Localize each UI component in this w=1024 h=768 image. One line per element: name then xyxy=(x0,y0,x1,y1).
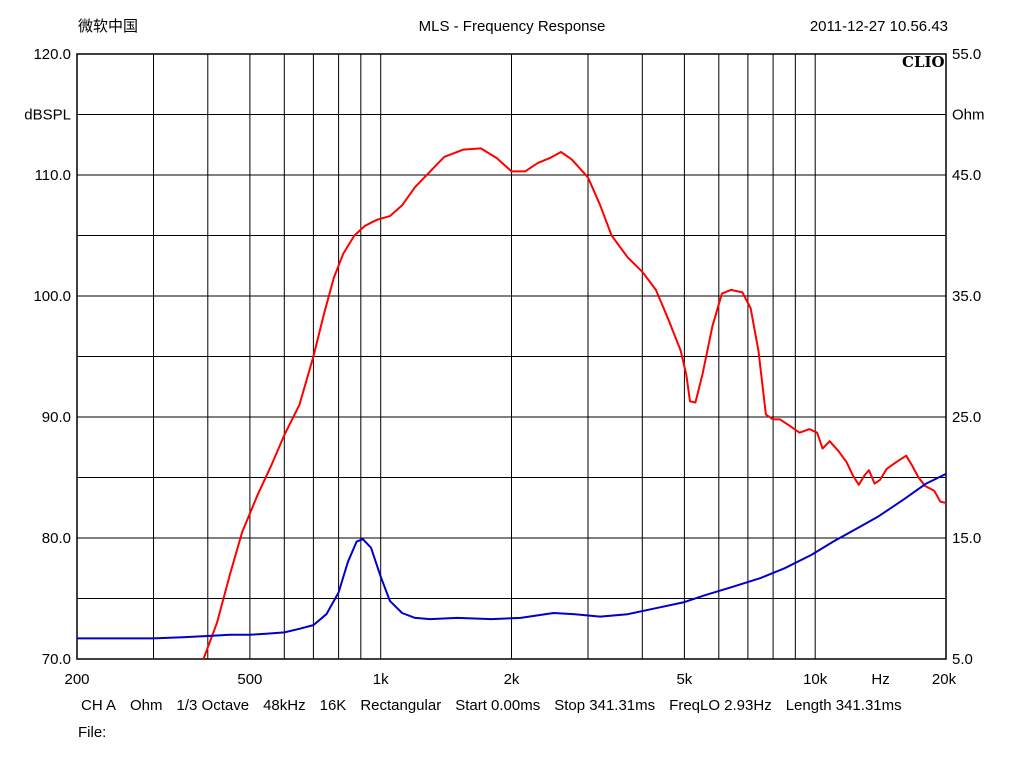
footer-item: Length 341.31ms xyxy=(785,697,902,714)
x-tick-label: Hz xyxy=(871,671,889,688)
footer-item: 48kHz xyxy=(263,697,306,714)
y-tick-label-right: 35.0 xyxy=(952,288,981,305)
y-tick-label-left: 120.0 xyxy=(33,46,71,63)
y-tick-label-left: 110.0 xyxy=(35,167,71,184)
x-tick-label: 2k xyxy=(504,671,520,688)
x-tick-label: 200 xyxy=(64,671,89,688)
y-tick-label-right: 25.0 xyxy=(952,409,981,426)
plot-frame xyxy=(76,53,947,660)
y-axis-label-right: Ohm xyxy=(952,107,985,124)
y-tick-label-right: 15.0 xyxy=(952,530,981,547)
footer-item: FreqLO 2.93Hz xyxy=(669,697,772,714)
footer-item: Stop 341.31ms xyxy=(554,697,656,714)
x-tick-label: 5k xyxy=(676,671,692,688)
y-tick-label-left: 80.0 xyxy=(42,530,71,547)
y-tick-label-right: 55.0 xyxy=(952,46,981,63)
footer-item: CH A xyxy=(81,697,117,714)
y-tick-label-left: 100.0 xyxy=(33,288,71,305)
x-tick-label: 20k xyxy=(932,671,957,688)
file-label: File: xyxy=(78,724,107,741)
footer-item: 16K xyxy=(319,697,347,714)
x-tick-label: 500 xyxy=(237,671,262,688)
footer-item: 1/3 Octave xyxy=(176,697,250,714)
footer-item: Rectangular xyxy=(360,697,442,714)
chart-title: MLS - Frequency Response xyxy=(418,18,606,35)
footer-item: Ohm xyxy=(130,697,163,714)
y-axis-label-left: dBSPL xyxy=(24,107,71,124)
timestamp: 2011-12-27 10.56.43 xyxy=(809,18,948,35)
spl-curve xyxy=(202,147,946,659)
clio-logo: CLIO xyxy=(902,53,945,71)
measurement-settings: CH A Ohm 1/3 Octave 48kHz 16K Rectangular Star… xyxy=(81,697,916,715)
header-left-label: 微软中国 xyxy=(78,18,139,35)
impedance-curve xyxy=(77,473,946,640)
y-tick-label-right: 45.0 xyxy=(952,167,981,184)
y-tick-label-right: 5.0 xyxy=(952,651,973,668)
x-tick-label: 10k xyxy=(803,671,828,688)
x-tick-label: 1k xyxy=(373,671,389,688)
footer-item: Start 0.00ms xyxy=(455,697,541,714)
y-tick-label-left: 90.0 xyxy=(42,409,71,426)
y-tick-label-left: 70.0 xyxy=(42,651,71,668)
